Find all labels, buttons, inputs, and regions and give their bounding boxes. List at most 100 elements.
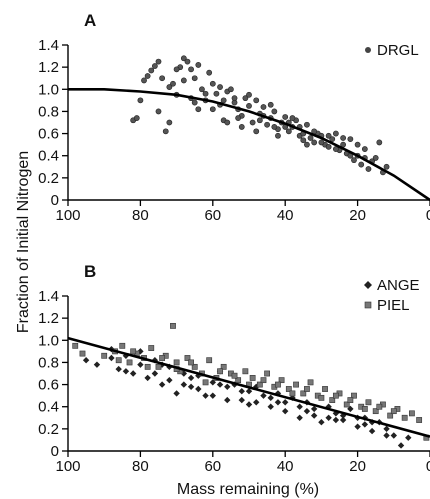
panel-b-axes — [67, 296, 430, 452]
panel-a-point-drgl — [238, 124, 245, 130]
panel-b-point-piel — [329, 397, 336, 403]
panel-b-point-ange — [224, 383, 231, 390]
panel-b-point-ange — [405, 434, 412, 441]
panel-a-point-drgl — [260, 104, 267, 110]
panel-b-point-piel — [361, 406, 368, 412]
panel-a-xtick-label: 100 — [55, 207, 80, 224]
panel-b-ytick-label: 0 — [51, 443, 59, 460]
panel-a-letter: A — [84, 11, 96, 30]
panel-a-point-drgl — [202, 90, 209, 97]
panel-b-point-ange — [383, 425, 390, 433]
panel-b-xtick-label: 60 — [204, 458, 221, 475]
panel-b-point-ange — [158, 381, 166, 388]
panel-b-point-piel — [401, 414, 408, 421]
panel-b-point-piel — [304, 386, 310, 392]
panel-b-point-piel — [260, 377, 267, 384]
panel-b-point-ange — [108, 354, 115, 362]
panel-b-point-piel — [332, 392, 339, 399]
panel-b-xtick-label: 80 — [132, 458, 149, 475]
panel-b-point-ange — [216, 381, 224, 388]
panel-b-point-piel — [220, 363, 227, 370]
panel-a-point-drgl — [361, 146, 368, 152]
panel-a-ytick-label: 1.2 — [38, 59, 59, 76]
panel-b-point-ange — [115, 365, 122, 373]
panel-b-point-ange — [274, 399, 282, 406]
panel-b-point-ange — [151, 370, 159, 377]
panel-a-ytick-label: 0.8 — [38, 103, 59, 120]
panel-b: B 0 0.2 0.4 0.6 0.8 1.0 1.2 1.4 100 80 60 40 20 0 ANG… — [38, 262, 430, 475]
panel-a-point-drgl — [271, 108, 278, 115]
panel-a-point-drgl — [351, 157, 357, 164]
panel-a: A 0 0.2 0.4 0.6 0.8 1.0 1.2 1.4 100 80 60 40 20 0 DRG… — [38, 11, 430, 224]
panel-a-ytick-label: 1.4 — [38, 37, 59, 54]
panel-b-point-piel — [365, 399, 372, 406]
panel-a-point-drgl — [325, 143, 332, 150]
panel-a-point-drgl — [300, 137, 307, 144]
panel-a-point-drgl — [199, 86, 205, 93]
panel-a-legend-marker-drgl — [365, 47, 371, 53]
panel-b-point-piel — [351, 392, 357, 399]
panel-a-point-drgl — [159, 75, 166, 82]
panel-a-point-drgl — [249, 119, 256, 126]
panel-b-point-ange — [245, 388, 253, 395]
panel-a-point-drgl — [311, 139, 318, 146]
panel-b-point-ange — [282, 407, 289, 415]
panel-a-point-drgl — [304, 121, 310, 128]
panel-a-point-drgl — [180, 77, 187, 84]
panel-b-point-ange — [82, 357, 90, 364]
panel-b-point-ange — [238, 388, 245, 395]
panel-b-xtick-label: 20 — [349, 458, 366, 475]
panel-a-point-drgl — [275, 132, 281, 139]
panel-a-point-drgl — [173, 66, 180, 73]
panel-b-point-ange — [310, 405, 318, 413]
panel-a-point-drgl — [289, 115, 296, 121]
panel-b-point-piel — [115, 357, 122, 364]
panel-a-point-drgl — [220, 97, 227, 104]
panel-b-point-ange — [267, 394, 274, 402]
panel-b-ytick-label: 0.6 — [38, 377, 59, 394]
panel-b-point-piel — [119, 342, 126, 349]
panel-a-point-drgl — [354, 141, 361, 148]
panel-b-point-piel — [264, 370, 270, 377]
panel-a-point-drgl — [372, 155, 379, 161]
panel-b-point-ange — [303, 407, 311, 415]
panel-b-point-piel — [242, 368, 249, 375]
panel-a-point-drgl — [180, 55, 187, 62]
panel-a-point-drgl — [242, 95, 249, 102]
panel-b-point-ange — [296, 414, 303, 421]
panel-a-point-drgl — [141, 77, 147, 84]
panel-a-point-drgl — [144, 73, 151, 79]
panel-b-point-ange — [166, 376, 173, 384]
panel-b-point-piel — [285, 386, 292, 392]
panel-a-point-drgl — [256, 117, 263, 124]
x-axis-label: Mass remaining (%) — [177, 481, 319, 498]
panel-b-point-ange — [173, 390, 180, 397]
panel-b-point-piel — [173, 359, 180, 366]
panel-a-ytick-label: 1.0 — [38, 81, 59, 98]
panel-a-point-drgl — [282, 114, 289, 120]
panel-a-point-drgl — [206, 69, 213, 76]
panel-a-point-drgl — [267, 101, 274, 108]
panel-b-point-piel — [300, 390, 307, 397]
panel-b-point-ange — [93, 361, 101, 368]
panel-b-point-ange — [209, 392, 216, 399]
panel-b-xtick-label: 100 — [55, 458, 80, 475]
panel-b-ytick-label: 0.4 — [38, 399, 59, 416]
panel-a-point-drgl — [246, 91, 252, 98]
panel-a-point-drgl — [162, 128, 169, 135]
panel-b-point-piel — [170, 322, 176, 329]
panel-b-point-piel — [79, 350, 86, 357]
panel-a-point-drgl — [383, 163, 390, 170]
panel-b-point-ange — [267, 403, 274, 410]
panel-a-point-drgl — [155, 108, 162, 115]
panel-b-legend-marker-piel — [364, 301, 372, 309]
panel-b-point-ange — [282, 399, 289, 406]
panel-a-point-drgl — [304, 141, 310, 148]
panel-b-point-piel — [343, 401, 350, 408]
panel-a-point-drgl — [155, 58, 162, 65]
panel-a-point-drgl — [264, 121, 270, 128]
panel-a-xtick-label: 80 — [132, 207, 149, 224]
panel-b-point-piel — [217, 368, 223, 375]
panel-a-fit-curve — [68, 88, 430, 202]
panel-a-point-drgl — [365, 166, 372, 172]
